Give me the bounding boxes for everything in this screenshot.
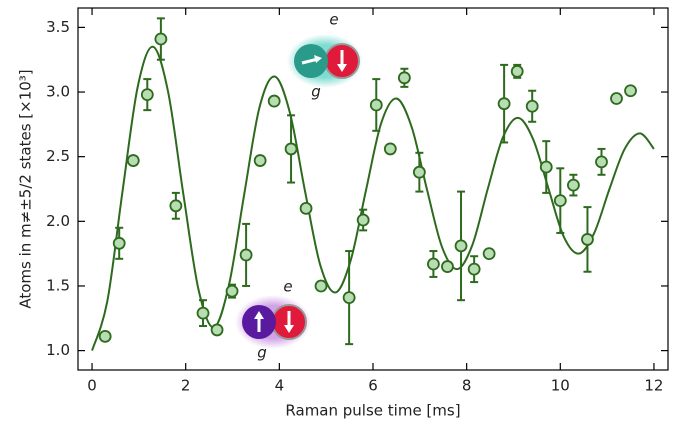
data-point [253, 154, 267, 167]
x-tick-label: 8 [462, 377, 472, 395]
y-tick-label: 2.0 [46, 212, 70, 230]
data-point [342, 291, 356, 305]
data-point [553, 194, 567, 208]
data-point [112, 236, 126, 250]
state-label: g [311, 83, 321, 101]
data-point [126, 154, 140, 167]
data-point [497, 97, 511, 111]
plot-area: 0 2 4 6 8 10 12 1.0 1.5 2.0 2.5 3.0 3.5 [46, 8, 668, 395]
y-tick-label: 1.5 [46, 276, 70, 294]
data-point [98, 329, 112, 343]
data-point [441, 260, 454, 273]
data-point [567, 178, 580, 192]
data-point [383, 142, 397, 156]
x-tick-label: 4 [275, 377, 285, 395]
data-point [154, 32, 168, 46]
data-point [314, 279, 328, 293]
data-point [284, 142, 298, 156]
data-point [140, 88, 154, 102]
data-point [510, 64, 524, 78]
y-tick-label: 3.0 [46, 83, 70, 101]
data-point [467, 262, 481, 276]
y-axis-label: Atoms in m≠±5/2 states [×10³] [17, 69, 35, 308]
data-point [169, 199, 183, 213]
data-point [610, 92, 623, 105]
x-axis-label: Raman pulse time [ms] [285, 402, 460, 420]
data-point [525, 99, 539, 113]
data-point [581, 233, 594, 246]
x-tick-label: 2 [181, 377, 191, 395]
x-tick-label: 6 [368, 377, 378, 395]
data-point [454, 239, 468, 253]
data-point [196, 306, 210, 320]
data-point [539, 160, 553, 174]
data-point [412, 165, 426, 179]
data-point [482, 247, 496, 261]
x-tick-label: 12 [644, 377, 663, 395]
data-point [210, 323, 224, 337]
data-point [595, 155, 608, 169]
y-tick-label: 1.0 [46, 341, 70, 359]
state-label: e [329, 11, 338, 29]
x-tick-label: 0 [87, 377, 97, 395]
data-point [225, 284, 239, 298]
data-point [624, 84, 637, 98]
spin-inset-bottom [235, 295, 311, 349]
state-label: g [257, 344, 267, 362]
data-point [356, 213, 370, 227]
spin-inset-top [287, 34, 363, 88]
state-label: e [283, 278, 292, 296]
x-tick-label: 10 [551, 377, 570, 395]
data-point [369, 98, 383, 112]
data-point [397, 71, 411, 85]
data-point [299, 201, 313, 215]
data-point [427, 257, 440, 271]
data-point [239, 248, 253, 262]
plot-frame [77, 7, 669, 371]
y-tick-label: 2.5 [46, 147, 70, 165]
data-point [267, 94, 281, 108]
y-tick-label: 3.5 [46, 18, 70, 36]
